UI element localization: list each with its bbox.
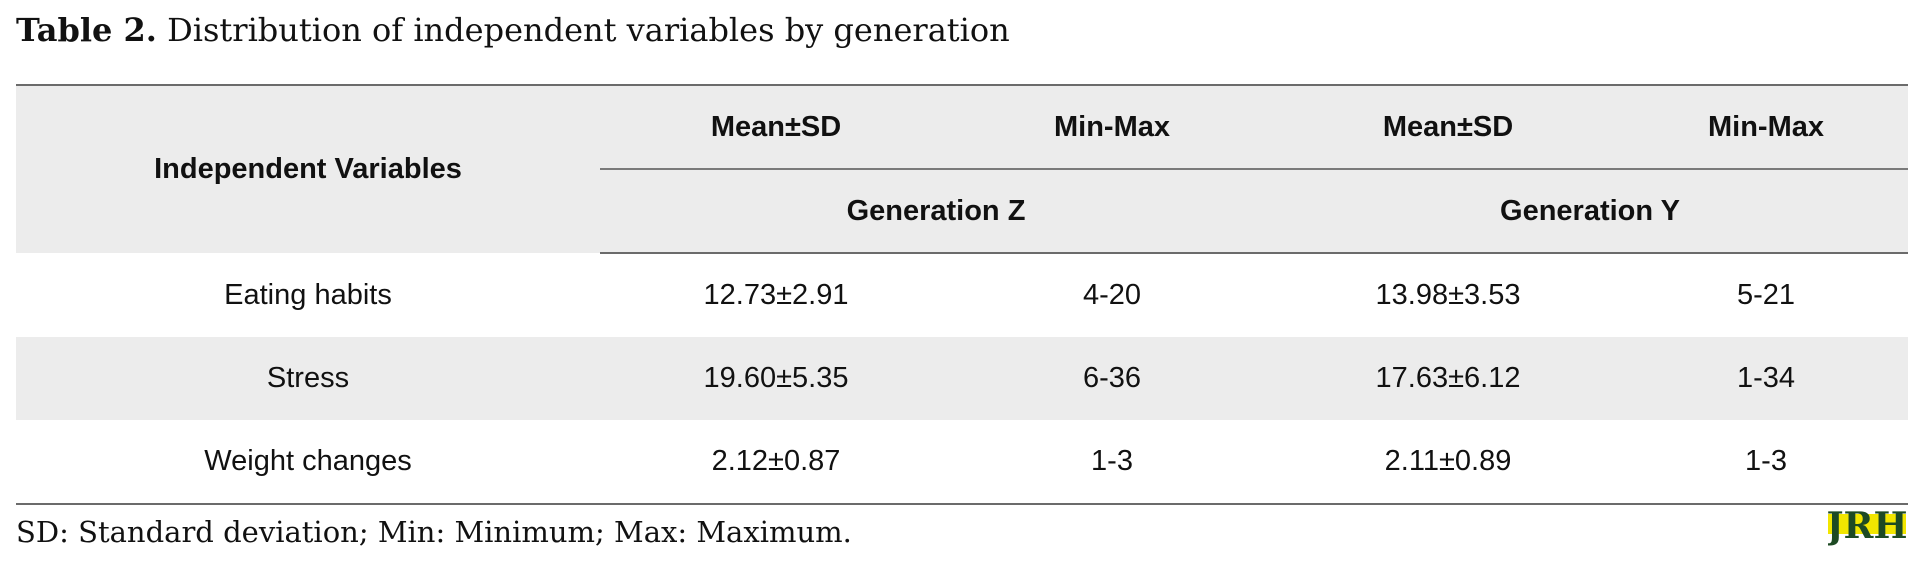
header-y-mean-sd: Mean±SD	[1272, 85, 1624, 170]
header-y-min-max: Min-Max	[1624, 85, 1908, 170]
table-footnote: SD: Standard deviation; Min: Minimum; Ma…	[16, 515, 852, 549]
jrh-logo: JRH	[1828, 504, 1906, 546]
jrh-logo-mark: JRH	[1828, 505, 1906, 546]
table-header: Independent Variables Mean±SD Min-Max Me…	[16, 85, 1908, 254]
table-body: Eating habits 12.73±2.91 4-20 13.98±3.53…	[16, 253, 1908, 505]
cell-z-mean-sd: 2.12±0.87	[600, 420, 952, 505]
table-row: Eating habits 12.73±2.91 4-20 13.98±3.53…	[16, 253, 1908, 337]
header-z-min-max: Min-Max	[952, 85, 1272, 170]
cell-z-mean-sd: 12.73±2.91	[703, 279, 849, 311]
cell-y-mean-sd: 2.11±0.89	[1272, 420, 1624, 505]
distribution-table: Independent Variables Mean±SD Min-Max Me…	[16, 84, 1908, 505]
cell-y-min-max: 1-34	[1624, 337, 1908, 420]
header-z-mean-sd: Mean±SD	[600, 85, 952, 170]
group-header-generation-y: Generation Y	[1272, 169, 1908, 254]
table-row: Stress 19.60±5.35 6-36 17.63±6.12 1-34	[16, 337, 1908, 420]
cell-y-mean-sd: 13.98±3.53	[1375, 279, 1521, 311]
cell-variable: Stress	[16, 337, 600, 420]
table-caption: Table 2. Distribution of independent var…	[16, 8, 1010, 52]
table-row: Weight changes 2.12±0.87 1-3 2.11±0.89 1…	[16, 420, 1908, 505]
cell-z-min-max: 6-36	[952, 337, 1272, 420]
cell-z-min-max: 1-3	[952, 420, 1272, 505]
cell-z-mean-sd: 19.60±5.35	[600, 337, 952, 420]
table-caption-text: Distribution of independent variables by…	[167, 11, 1010, 49]
cell-y-min-max: 5-21	[1736, 279, 1796, 311]
cell-variable: Weight changes	[16, 420, 600, 505]
logo-highlight-band	[1828, 514, 1906, 534]
cell-y-min-max: 1-3	[1624, 420, 1908, 505]
logo-letters: JRH	[1828, 505, 1906, 546]
group-header-generation-z: Generation Z	[600, 169, 1272, 254]
table-caption-label: Table 2.	[16, 11, 157, 49]
cell-y-mean-sd: 17.63±6.12	[1272, 337, 1624, 420]
cell-z-min-max: 4-20	[1082, 279, 1142, 311]
cell-variable: Eating habits	[224, 278, 392, 311]
row-header-independent-variables: Independent Variables	[16, 85, 600, 253]
